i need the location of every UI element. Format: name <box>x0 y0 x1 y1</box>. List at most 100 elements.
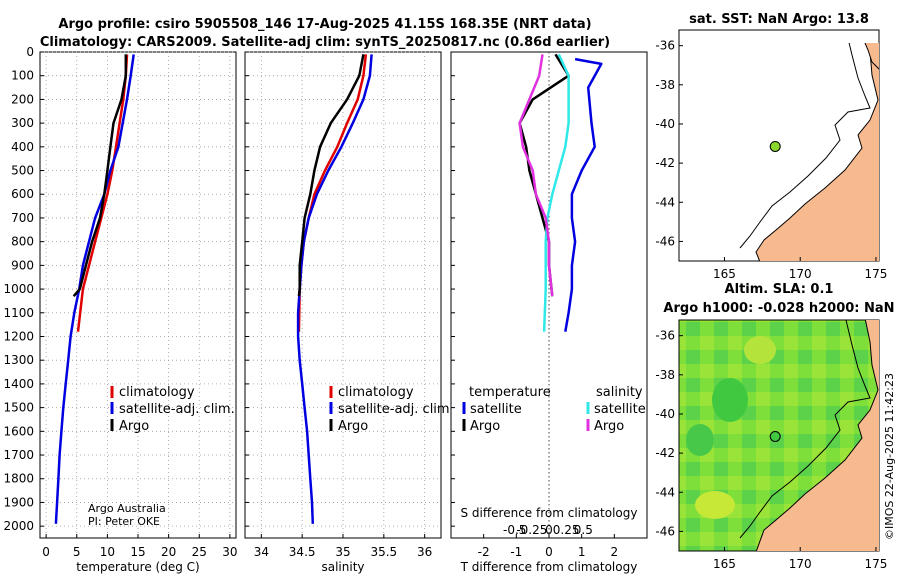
y-tick-label: 800 <box>11 235 34 249</box>
sst-map-contour <box>739 43 871 249</box>
x-tick-label: 5 <box>73 545 81 559</box>
map-x-tick-label: 165 <box>713 267 736 281</box>
sla-patch-2 <box>686 424 714 456</box>
series-line-climatology <box>76 54 129 332</box>
salinity-panel: 34 34.5 35 35.5 36 salinity climatology sate… <box>244 51 454 574</box>
sla-map-ticks: 165 170 175 -36 -38 -40 -42 -44 -46 <box>655 329 887 571</box>
x-tick-label: 30 <box>222 545 237 559</box>
map-y-tick-label: -40 <box>655 407 675 421</box>
sst-map-title: sat. SST: NaN Argo: 13.8 <box>689 12 869 27</box>
sst-map-ticks: 165 170 175 -36 -38 -40 -42 -44 -46 <box>655 39 887 281</box>
sst-map-float-marker <box>769 140 781 152</box>
legend3-salinity-title: salinity <box>596 385 643 400</box>
x-tick-label: 34.5 <box>289 545 316 559</box>
y-tick-label: 200 <box>11 92 34 106</box>
sla-map: Altim. SLA: 0.1 Argo h1000: -0.028 h2000… <box>655 282 894 571</box>
sla-map-title-line2: Argo h1000: -0.028 h2000: NaN <box>663 301 894 316</box>
legend3-sal-argo-label: Argo <box>594 419 624 434</box>
sla-map-land <box>755 320 879 551</box>
temperature-panel: 0 5 10 15 20 25 300100200300400500600700800900… <box>3 45 237 574</box>
map-y-tick-label: -44 <box>655 195 675 209</box>
map-x-tick-label: 170 <box>789 267 812 281</box>
map-y-tick-label: -42 <box>655 156 675 170</box>
y-tick-label: 1900 <box>3 495 34 509</box>
x-tick-label: 2 <box>611 545 619 559</box>
series-line-argo <box>72 54 128 298</box>
x-tick-label: 34 <box>254 545 269 559</box>
top-x-tick-label: 0.5 <box>574 523 593 537</box>
x-tick-label: 1 <box>578 545 586 559</box>
timestamp-watermark: ©IMOS 22-Aug-2025 11:42:23 <box>883 373 896 540</box>
y-tick-label: 0 <box>26 45 34 59</box>
legend-climatology-label: climatology <box>119 385 195 400</box>
map-y-tick-label: -42 <box>655 446 675 460</box>
figure-title-line2: Climatology: CARS2009. Satellite-adj cli… <box>40 35 610 50</box>
y-tick-label: 300 <box>11 116 34 130</box>
sst-map: sat. SST: NaN Argo: 13.8 165 170 175 -36 -38… <box>655 12 887 281</box>
difference-series <box>518 53 603 332</box>
x-tick-label: -2 <box>478 545 490 559</box>
map-x-tick-label: 175 <box>865 267 888 281</box>
y-tick-label: 1000 <box>3 282 34 296</box>
x-tick-label: 0 <box>545 545 553 559</box>
top-x-tick-label: 0 <box>545 523 553 537</box>
sla-map-title-line1: Altim. SLA: 0.1 <box>725 282 834 297</box>
credit-line2: PI: Peter OKE <box>88 515 160 528</box>
map-y-tick-label: -36 <box>655 329 675 343</box>
figure-title-line1: Argo profile: csiro 5905508_146 17-Aug-2… <box>58 17 591 32</box>
top-x-tick-label: -0.25 <box>516 523 547 537</box>
x-tick-label: 25 <box>192 545 207 559</box>
sla-patch-4 <box>744 336 776 364</box>
map-y-tick-label: -44 <box>655 485 675 499</box>
y-tick-label: 400 <box>11 140 34 154</box>
y-tick-label: 2000 <box>3 519 34 533</box>
x-tick-label: 35.5 <box>370 545 397 559</box>
difference-top-xlabel: S difference from climatology <box>461 506 638 520</box>
x-tick-label: 10 <box>100 545 115 559</box>
salinity-series <box>296 54 373 524</box>
legend3-temp-argo-label: Argo <box>470 419 500 434</box>
top-x-tick-label: -0.5 <box>503 523 526 537</box>
y-tick-label: 1200 <box>3 329 34 343</box>
series-line-argo <box>297 54 365 297</box>
x-tick-label: 0 <box>42 545 50 559</box>
sst-map-north-island <box>864 43 879 70</box>
sla-map-float-marker <box>769 430 781 442</box>
legend3-temp-satellite-label: satellite <box>470 402 522 417</box>
sst-map-land <box>755 43 879 261</box>
y-tick-label: 1600 <box>3 424 34 438</box>
y-tick-label: 700 <box>11 211 34 225</box>
legend2-satellite-label: satellite-adj. clim. <box>338 402 454 417</box>
temperature-grid <box>40 51 236 538</box>
map-x-tick-label: 165 <box>713 557 736 571</box>
x-tick-label: 20 <box>161 545 176 559</box>
map-y-tick-label: -38 <box>655 78 675 92</box>
y-tick-label: 1500 <box>3 401 34 415</box>
y-tick-label: 600 <box>11 187 34 201</box>
series-line-salinity-argo- <box>518 54 554 297</box>
y-tick-label: 1300 <box>3 353 34 367</box>
credit-line1: Argo Australia <box>88 502 166 515</box>
difference-ticks: -2 -1 0 1 2-0.5-0.250 0.250.5 <box>451 51 619 559</box>
x-tick-label: -1 <box>510 545 522 559</box>
temperature-xlabel: temperature (deg C) <box>76 560 199 574</box>
y-tick-label: 1700 <box>3 448 34 462</box>
legend-satellite-label: satellite-adj. clim. <box>119 402 235 417</box>
x-tick-label: 35 <box>335 545 350 559</box>
temperature-series <box>54 54 135 524</box>
legend-argo-label: Argo <box>119 419 149 434</box>
map-x-tick-label: 170 <box>789 557 812 571</box>
y-tick-label: 1100 <box>3 306 34 320</box>
series-line-salinity-satellite- <box>542 53 570 332</box>
salinity-ticks: 34 34.5 35 35.5 36 <box>245 51 432 559</box>
x-tick-label: 36 <box>417 545 432 559</box>
map-x-tick-label: 175 <box>865 557 888 571</box>
x-tick-label: 15 <box>130 545 145 559</box>
y-tick-label: 100 <box>11 69 34 83</box>
legend2-argo-label: Argo <box>338 419 368 434</box>
sla-patch-3 <box>695 491 735 519</box>
legend3-sal-satellite-label: satellite <box>594 402 646 417</box>
difference-xlabel: T difference from climatology <box>460 560 638 574</box>
y-tick-label: 1400 <box>3 377 34 391</box>
